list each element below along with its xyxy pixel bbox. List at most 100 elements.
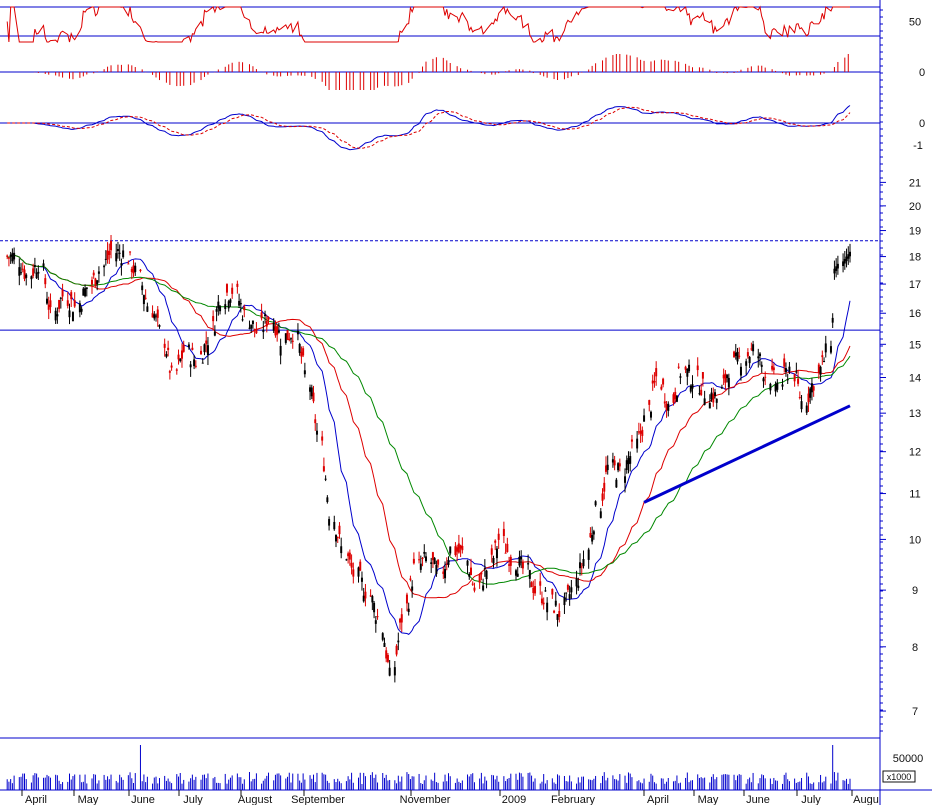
price-bar-body [817,364,820,373]
price-bar-body [480,572,483,575]
price-bar-body [691,384,694,389]
time-tick-label: June [746,794,770,805]
time-tick-label: April [25,794,47,805]
price-bar-body [132,265,135,274]
price-bar-body [757,356,760,359]
price-bar-body [376,616,379,618]
price-bar-body [175,369,178,371]
price-bar-body [180,350,183,359]
price-bar-body [430,562,433,565]
time-tick-label: 2009 [502,794,526,805]
price-bar-body [298,343,301,353]
price-bar-body [696,365,699,371]
price-bar-body [18,267,21,276]
price-bar-body [618,463,621,467]
price-bar-body [660,386,663,390]
price-bar-body [205,340,208,344]
price-bar-body [483,568,486,570]
price-bar-body [336,537,339,539]
time-tick-label: May [78,794,99,805]
price-bar-body [469,567,472,576]
price-bar-body [42,263,45,267]
price-bar-body [736,351,739,362]
price-bar-body [425,556,427,562]
price-bar-body [182,344,185,352]
price-bar-body [191,347,194,350]
price-bar-body [665,403,668,411]
price-bar-body [688,364,691,372]
moving-averages [7,254,851,636]
price-bar-body [508,564,511,566]
price-bar-body [689,385,692,392]
time-tick-label: September [291,794,345,805]
price-bar-body [530,582,533,588]
price-bar-body [843,258,846,264]
price-bar-body [30,276,33,280]
price-bar-body [786,379,789,381]
price-bar-body [381,633,384,640]
price-bar-body [219,306,222,312]
price-bar-body [776,382,779,390]
price-bar-body [120,263,123,266]
price-bar-body [129,251,132,253]
price-bar-body [253,328,256,330]
price-tick-label: 19 [909,226,921,238]
price-bar-body [544,590,547,592]
price-bar-body [267,317,270,320]
price-bar-body [348,552,351,560]
price-bar-body [624,476,627,483]
price-bar-body [582,559,585,567]
price-bar-body [399,618,402,623]
price-bar-body [504,552,507,554]
indicator-tick-label: 0 [919,67,925,79]
price-bar-body [800,401,803,410]
price-bar-body [37,271,40,274]
price-bar-body [6,255,9,257]
price-bar-body [284,333,287,343]
price-bar-body [748,357,751,364]
price-bar-body [577,585,580,589]
price-bar-body [193,359,196,367]
price-bar-body [213,331,216,336]
price-bar-body [502,528,505,536]
price-bar-body [217,301,220,309]
price-bar-body [224,304,227,310]
time-tick-label: July [183,794,203,805]
price-bar-body [556,614,559,620]
price-bar-body [227,301,230,309]
price-bar-body [104,258,107,260]
price-bar-body [842,261,845,267]
price-bar-body [118,252,121,254]
time-tick-label: June [131,794,155,805]
price-bar-body [357,567,360,577]
price-bar-body [45,298,48,304]
price-bar-body [701,372,704,379]
price-bar-body [823,361,826,363]
price-bar-body [686,368,689,377]
price-bar-body [720,387,723,389]
price-bar-body [471,583,474,585]
price-bar-body [158,325,161,327]
price-bar-body [745,361,748,366]
price-bar-body [264,314,267,317]
price-bar-body [94,278,97,287]
price-bar-body [540,598,543,604]
price-bar-body [604,465,607,472]
price-bar-body [397,640,400,643]
price-bar-body [847,254,850,259]
price-bar-body [648,400,651,405]
price-bar-body [437,559,440,565]
price-bar-body [764,376,767,378]
price-bar-body [201,362,204,364]
price-bar-body [587,549,590,560]
price-bar-body [386,654,389,662]
price-bar-body [144,297,147,299]
price-bar-body [630,439,633,442]
price-bar-body [532,587,535,593]
price-bar-body [781,384,784,387]
price-bar-body [44,278,47,285]
price-bar-body [338,525,341,535]
price-bar-body [629,456,632,464]
price-bar-body [153,314,156,319]
price-bar-body [819,366,822,375]
